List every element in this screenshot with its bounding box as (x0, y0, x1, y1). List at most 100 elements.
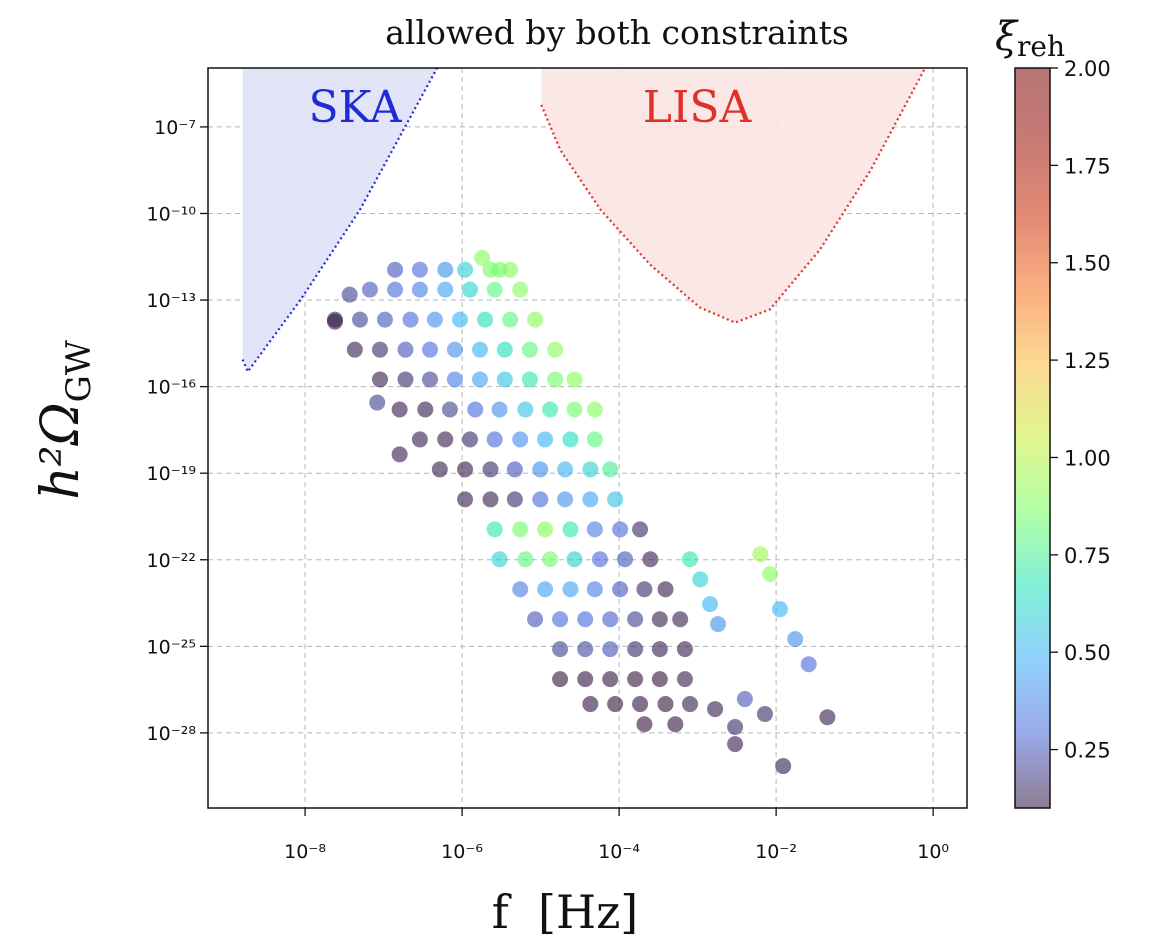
data-point (431, 461, 448, 478)
y-tick-label: 10⁻¹⁶ (147, 377, 196, 399)
x-tick-label: 10⁻⁶ (441, 841, 483, 863)
data-point (577, 671, 594, 688)
data-point (676, 671, 693, 688)
svg-text:h²ΩGW: h²ΩGW (31, 340, 99, 500)
data-point (397, 371, 414, 388)
data-point (566, 401, 583, 418)
data-point (537, 521, 554, 538)
data-point (651, 641, 668, 658)
data-point (441, 401, 458, 418)
data-point (607, 491, 624, 508)
data-point (521, 341, 538, 358)
data-point (762, 566, 779, 583)
colorbar-tick-label: 0.25 (1064, 739, 1111, 763)
data-point (651, 611, 668, 628)
data-point (582, 696, 599, 713)
data-point (542, 401, 559, 418)
data-point (552, 641, 569, 658)
data-point (591, 551, 608, 568)
colorbar-tick-label: 2.00 (1064, 57, 1111, 81)
data-point (586, 431, 603, 448)
data-point (417, 401, 434, 418)
axis-ticks: 10⁻⁸ 10⁻⁶ 10⁻⁴ 10⁻² 10⁰ 10⁻⁷ 10⁻¹⁰ 10⁻¹³ 10⁻¹⁶ 10… (147, 117, 949, 863)
data-point (474, 249, 491, 266)
data-point (632, 521, 649, 538)
data-point (376, 311, 393, 328)
colorbar-label-sub: reh (1017, 30, 1065, 63)
data-point (651, 671, 668, 688)
data-point (612, 581, 629, 598)
data-point (682, 696, 699, 713)
data-point (612, 521, 629, 538)
data-point (371, 341, 388, 358)
data-point (451, 311, 468, 328)
data-point (636, 581, 653, 598)
data-point (707, 701, 724, 718)
data-point (642, 551, 659, 568)
data-point (547, 371, 564, 388)
data-point (426, 311, 443, 328)
data-point (477, 311, 494, 328)
data-point (632, 696, 649, 713)
data-point (607, 696, 624, 713)
data-point (361, 281, 378, 298)
data-point (577, 641, 594, 658)
chart-title: allowed by both constraints (385, 13, 849, 52)
data-point (657, 581, 674, 598)
data-point (502, 311, 519, 328)
x-tick-label: 10⁻⁸ (284, 841, 326, 863)
data-point (461, 431, 478, 448)
x-tick-label: 10⁻⁴ (598, 841, 640, 863)
y-tick-label: 10⁻¹⁰ (147, 203, 196, 225)
data-point (617, 551, 634, 568)
data-point (411, 431, 428, 448)
x-tick-label: 10⁰ (917, 841, 949, 863)
data-point (586, 401, 603, 418)
data-point (457, 461, 474, 478)
plot-frame (207, 67, 968, 809)
data-point (566, 551, 583, 568)
x-axis-label: f [Hz] (492, 885, 639, 939)
data-point (602, 671, 619, 688)
data-point (341, 286, 358, 303)
colorbar-tick-label: 0.75 (1064, 544, 1111, 568)
data-point (775, 758, 792, 775)
data-point (471, 371, 488, 388)
data-point (491, 401, 508, 418)
data-point (586, 581, 603, 598)
data-point (547, 341, 564, 358)
y-axis-label-sub: GW (59, 340, 99, 402)
data-point (527, 311, 544, 328)
data-point (512, 431, 529, 448)
data-point (512, 521, 529, 538)
colorbar-tick-label: 0.50 (1064, 641, 1111, 665)
data-point (391, 446, 408, 463)
data-point (437, 261, 454, 278)
data-point (486, 281, 503, 298)
data-point (577, 611, 594, 628)
data-point (326, 313, 343, 330)
data-point (702, 596, 719, 613)
data-point (566, 371, 583, 388)
data-point (496, 341, 513, 358)
data-point (557, 461, 574, 478)
data-point (552, 611, 569, 628)
data-point (771, 601, 788, 618)
colorbar-ticks: 0.25 0.50 0.75 1.00 1.25 1.50 1.75 2.00 (1050, 57, 1111, 763)
data-point (710, 616, 727, 633)
data-point (421, 371, 438, 388)
colorbar-tick-label: 1.75 (1064, 154, 1111, 178)
data-point (506, 461, 523, 478)
data-point (387, 261, 404, 278)
data-point (351, 311, 368, 328)
data-point (752, 546, 769, 563)
colorbar-label-main: ξ (995, 14, 1019, 60)
data-point (517, 551, 534, 568)
colorbar-label: ξreh (995, 14, 1065, 63)
data-point (527, 611, 544, 628)
region-lisa-fill (541, 68, 926, 323)
data-point (682, 551, 699, 568)
data-point (542, 551, 559, 568)
data-point (471, 341, 488, 358)
